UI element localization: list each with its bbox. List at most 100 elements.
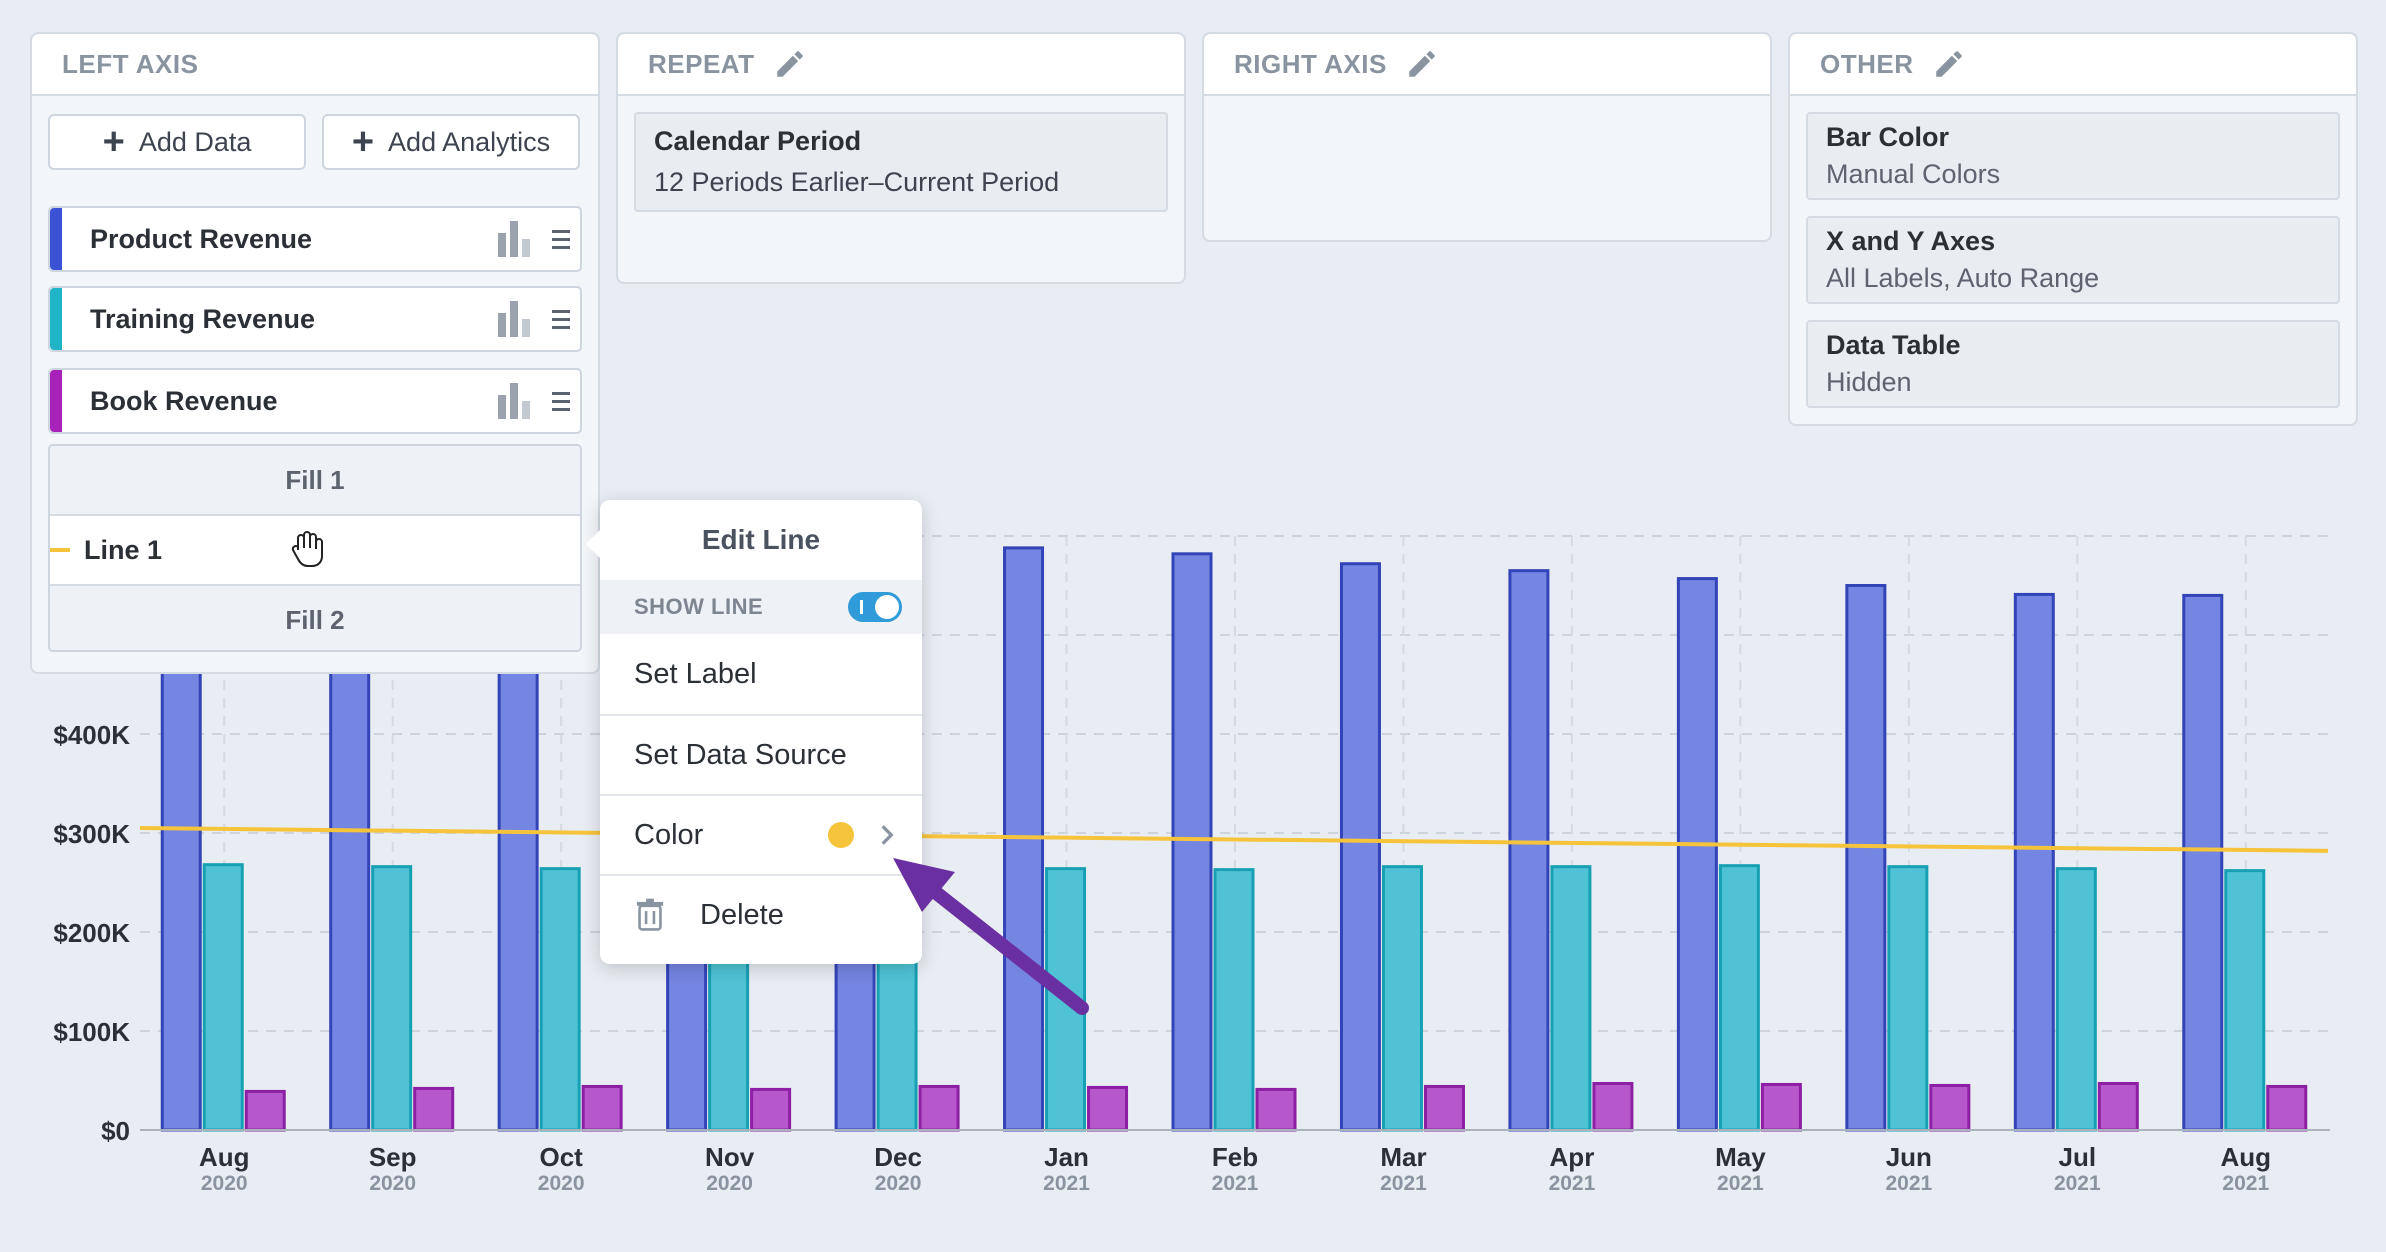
repeat-title: REPEAT	[648, 48, 755, 79]
bar-training-revenue	[539, 867, 581, 1132]
bar-product-revenue	[1339, 562, 1381, 1132]
bar-book-revenue	[1087, 1085, 1129, 1132]
other-title: OTHER	[1820, 48, 1914, 79]
axes-value: All Labels, Auto Range	[1826, 263, 2100, 293]
other-header[interactable]: OTHER	[1790, 34, 2356, 96]
trash-icon	[636, 898, 664, 931]
color-label: Color	[634, 818, 704, 851]
left-axis-title: LEFT AXIS	[62, 48, 199, 79]
x-tick-label: Aug	[199, 1142, 250, 1172]
bar-chart-icon[interactable]	[496, 381, 536, 421]
other-panel: OTHER Bar Color Manual Colors X and Y Ax…	[1788, 32, 2358, 426]
y-tick-label: $200K	[53, 918, 130, 948]
x-tick-year: 2021	[1549, 1172, 1596, 1195]
series-color-strip	[50, 288, 62, 350]
data-table-title: Data Table	[1826, 330, 1961, 360]
plus-icon: +	[351, 121, 375, 163]
series-label: Training Revenue	[90, 303, 316, 334]
series-item-product-revenue[interactable]: Product Revenue	[48, 206, 582, 272]
y-tick-label: $100K	[53, 1017, 130, 1047]
series-item-training-revenue[interactable]: Training Revenue	[48, 286, 582, 352]
bar-book-revenue	[2097, 1081, 2139, 1132]
add-analytics-label: Add Analytics	[388, 126, 551, 157]
bar-training-revenue	[2055, 867, 2097, 1132]
color-item[interactable]: Color	[600, 794, 922, 874]
calendar-period-card[interactable]: Calendar Period 12 Periods Earlier–Curre…	[634, 112, 1168, 212]
drag-handle-icon[interactable]	[552, 229, 570, 249]
show-line-label: SHOW LINE	[634, 594, 764, 619]
x-tick-year: 2020	[538, 1172, 585, 1195]
bar-training-revenue	[1045, 867, 1087, 1132]
bar-chart-icon[interactable]	[496, 299, 536, 339]
fill-2-item[interactable]: Fill 2	[50, 586, 580, 650]
pencil-icon[interactable]	[1932, 47, 1966, 81]
bar-book-revenue	[750, 1087, 792, 1132]
data-table-card[interactable]: Data Table Hidden	[1806, 320, 2340, 408]
bar-training-revenue	[1213, 868, 1255, 1132]
left-axis-header: LEFT AXIS	[32, 34, 598, 96]
analytics-group: Fill 1 Line 1 Fill 2	[48, 444, 582, 652]
bar-product-revenue	[1845, 584, 1887, 1132]
x-tick-label: Dec	[874, 1142, 922, 1172]
series-color-strip	[50, 370, 62, 432]
x-tick-label: Jul	[2059, 1142, 2097, 1172]
add-data-button[interactable]: + Add Data	[48, 114, 306, 170]
x-tick-year: 2020	[201, 1172, 248, 1195]
bar-training-revenue	[1381, 865, 1423, 1132]
x-tick-year: 2020	[369, 1172, 416, 1195]
x-tick-year: 2021	[1717, 1172, 1764, 1195]
bar-book-revenue	[413, 1086, 455, 1132]
line-1-item[interactable]: Line 1	[50, 514, 580, 586]
x-tick-year: 2020	[875, 1172, 922, 1195]
delete-item[interactable]: Delete	[600, 874, 922, 954]
bar-color-card[interactable]: Bar Color Manual Colors	[1806, 112, 2340, 200]
pencil-icon[interactable]	[1405, 47, 1439, 81]
right-axis-header[interactable]: RIGHT AXIS	[1204, 34, 1770, 96]
calendar-period-value: 12 Periods Earlier–Current Period	[654, 167, 1060, 197]
series-label: Product Revenue	[90, 223, 313, 254]
show-line-toggle[interactable]	[848, 592, 902, 622]
hand-cursor-icon	[291, 531, 323, 567]
x-tick-year: 2021	[1212, 1172, 1259, 1195]
x-tick-year: 2021	[2222, 1172, 2269, 1195]
calendar-period-title: Calendar Period	[654, 126, 862, 156]
x-tick-label: Aug	[2220, 1142, 2271, 1172]
bar-training-revenue	[1550, 865, 1592, 1132]
x-tick-label: Nov	[705, 1142, 755, 1172]
bar-book-revenue	[918, 1084, 960, 1132]
bar-product-revenue	[1676, 577, 1718, 1132]
drag-handle-icon[interactable]	[552, 391, 570, 411]
x-tick-year: 2021	[1043, 1172, 1090, 1195]
add-analytics-button[interactable]: + Add Analytics	[322, 114, 580, 170]
axes-card[interactable]: X and Y Axes All Labels, Auto Range	[1806, 216, 2340, 304]
y-tick-label: $400K	[53, 720, 130, 750]
line-1-label: Line 1	[84, 534, 163, 565]
series-color-strip	[50, 208, 62, 270]
bar-training-revenue	[1718, 864, 1760, 1132]
toggle-on-mark	[860, 600, 863, 614]
bar-product-revenue	[1171, 552, 1213, 1132]
set-data-source-item[interactable]: Set Data Source	[600, 714, 922, 794]
bar-book-revenue	[1929, 1083, 1971, 1132]
x-tick-year: 2021	[1885, 1172, 1932, 1195]
bar-book-revenue	[244, 1089, 286, 1132]
pencil-icon[interactable]	[773, 47, 807, 81]
line-swatch	[50, 548, 70, 552]
right-axis-title: RIGHT AXIS	[1234, 48, 1387, 79]
left-axis-panel: LEFT AXIS + Add Data + Add Analytics Pro…	[30, 32, 600, 674]
x-tick-label: Sep	[369, 1142, 417, 1172]
x-tick-year: 2021	[2054, 1172, 2101, 1195]
drag-handle-icon[interactable]	[552, 309, 570, 329]
x-tick-label: May	[1715, 1142, 1766, 1172]
x-tick-label: Oct	[539, 1142, 583, 1172]
x-tick-label: Feb	[1212, 1142, 1258, 1172]
bar-training-revenue	[2224, 869, 2266, 1132]
set-label-item[interactable]: Set Label	[634, 657, 757, 690]
bar-chart-icon[interactable]	[496, 219, 536, 259]
series-item-book-revenue[interactable]: Book Revenue	[48, 368, 582, 434]
x-tick-label: Jun	[1886, 1142, 1932, 1172]
fill-1-item[interactable]: Fill 1	[50, 446, 580, 514]
repeat-header[interactable]: REPEAT	[618, 34, 1184, 96]
trend-line	[139, 826, 2329, 853]
bar-product-revenue	[1508, 569, 1550, 1132]
